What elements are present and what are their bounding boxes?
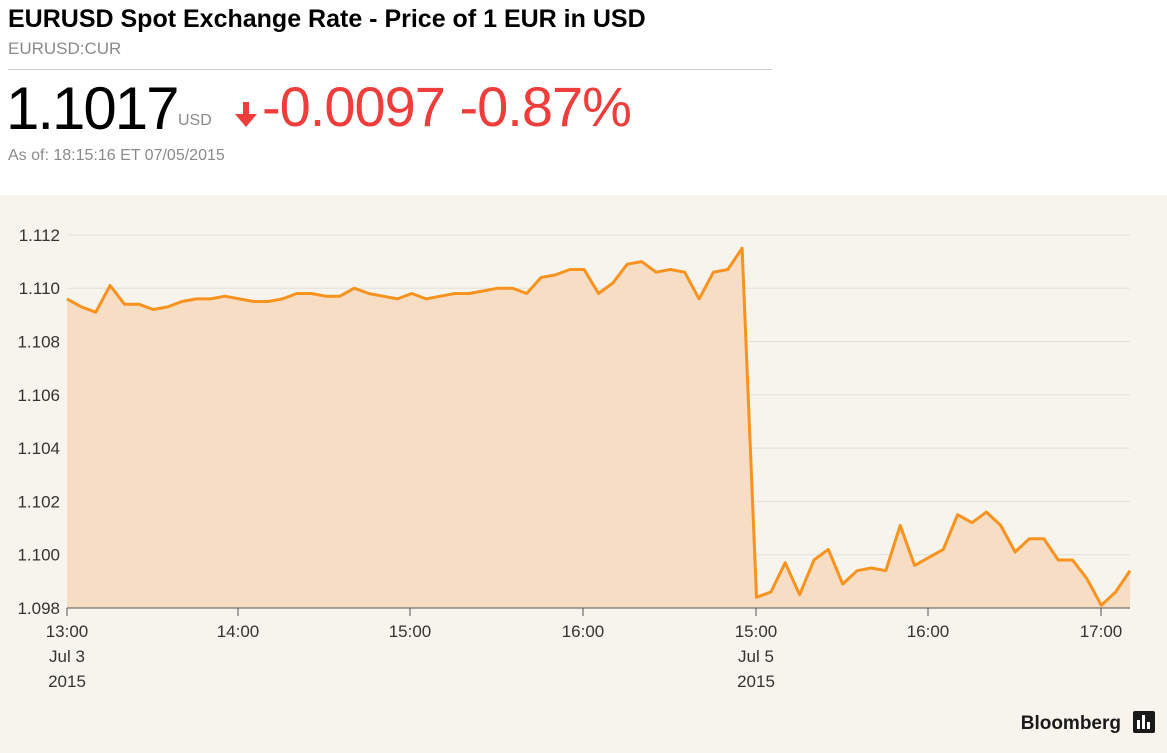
chart-panel: 1.112 1.110 1.108 1.106 1.104 1.102 1.100 1.098… — [0, 195, 1167, 753]
y-axis-ticks: 1.112 1.110 1.108 1.106 1.104 1.102 1.100 1.098 — [17, 226, 60, 618]
last-price: 1.1017 — [6, 75, 180, 142]
price-change: -0.0097 -0.87% — [262, 75, 632, 138]
x-tick-label: 2015 — [737, 672, 775, 691]
x-tick-label: 14:00 — [217, 622, 260, 641]
x-axis-ticks: 13:00 Jul 3 2015 14:00 15:00 16:00 15:00 Jul 5 2… — [46, 608, 1123, 691]
page-title: EURUSD Spot Exchange Rate - Price of 1 E… — [8, 5, 646, 33]
quote-header: EURUSD Spot Exchange Rate - Price of 1 E… — [0, 0, 1167, 195]
y-tick-label: 1.098 — [17, 599, 60, 618]
x-tick-label: Jul 3 — [49, 647, 85, 666]
header-divider — [8, 69, 772, 70]
price-area — [67, 248, 1130, 608]
price-chart: 1.112 1.110 1.108 1.106 1.104 1.102 1.100 1.098… — [17, 226, 1132, 691]
down-arrow-icon — [235, 102, 257, 127]
x-tick-label: 17:00 — [1080, 622, 1123, 641]
x-tick-label: Jul 5 — [738, 647, 774, 666]
as-of-timestamp: As of: 18:15:16 ET 07/05/2015 — [8, 147, 225, 164]
y-tick-label: 1.106 — [17, 386, 60, 405]
x-tick-label: 16:00 — [562, 622, 605, 641]
x-tick-label: 15:00 — [735, 622, 778, 641]
y-tick-label: 1.108 — [17, 333, 60, 352]
brand-logo-text: Bloomberg — [1020, 713, 1121, 734]
bloomberg-chart-icon — [1133, 711, 1155, 733]
y-tick-label: 1.104 — [17, 439, 60, 458]
x-tick-label: 16:00 — [907, 622, 950, 641]
x-tick-label: 2015 — [48, 672, 86, 691]
y-tick-label: 1.112 — [19, 226, 60, 245]
price-line — [66, 246, 1132, 607]
x-tick-label: 13:00 — [46, 622, 89, 641]
y-tick-label: 1.100 — [17, 546, 60, 565]
y-tick-label: 1.102 — [17, 492, 60, 511]
price-currency: USD — [178, 112, 212, 129]
y-tick-label: 1.110 — [19, 279, 60, 298]
ticker-symbol: EURUSD:CUR — [8, 39, 122, 58]
x-tick-label: 15:00 — [389, 622, 432, 641]
